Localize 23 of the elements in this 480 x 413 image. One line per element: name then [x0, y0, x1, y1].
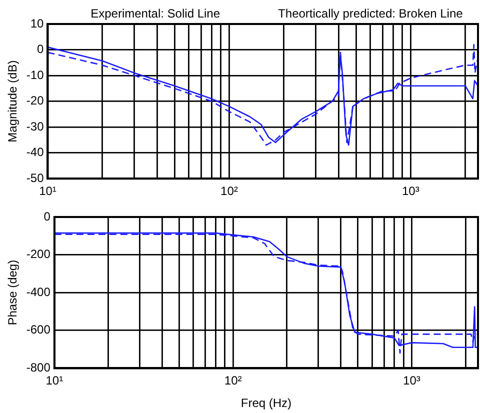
y-tick-label: -50	[26, 170, 44, 185]
y-tick-label: 10	[30, 16, 44, 30]
text: Experimental: Solid Line	[90, 6, 220, 20]
y-tick-label: -30	[26, 119, 44, 134]
y-axis-title: Phase (deg)	[6, 260, 20, 326]
x-tick-label: 10³	[402, 184, 420, 198]
x-tick-label: 10²	[220, 184, 238, 198]
y-tick-label: -600	[26, 322, 51, 337]
y-tick-label: -10	[26, 68, 44, 82]
x-tick-label: 10¹	[39, 184, 56, 198]
x-axis-title: Freq (Hz)	[240, 396, 292, 410]
y-tick-label: -20	[26, 94, 44, 108]
y-tick-label: -200	[26, 247, 51, 262]
x-tick-label: 10²	[224, 374, 242, 388]
x-tick-label: 10³	[403, 374, 420, 388]
y-tick-label: -400	[26, 284, 51, 299]
y-tick-label: -40	[26, 145, 44, 160]
text: Theortically predicted: Broken Line	[278, 6, 464, 20]
y-tick-label: 0	[44, 209, 51, 224]
y-axis-title: Magnitude (dB)	[6, 60, 20, 142]
y-tick-label: 0	[37, 42, 44, 56]
y-tick-label: -800	[26, 360, 51, 375]
x-tick-label: 10¹	[46, 374, 64, 388]
